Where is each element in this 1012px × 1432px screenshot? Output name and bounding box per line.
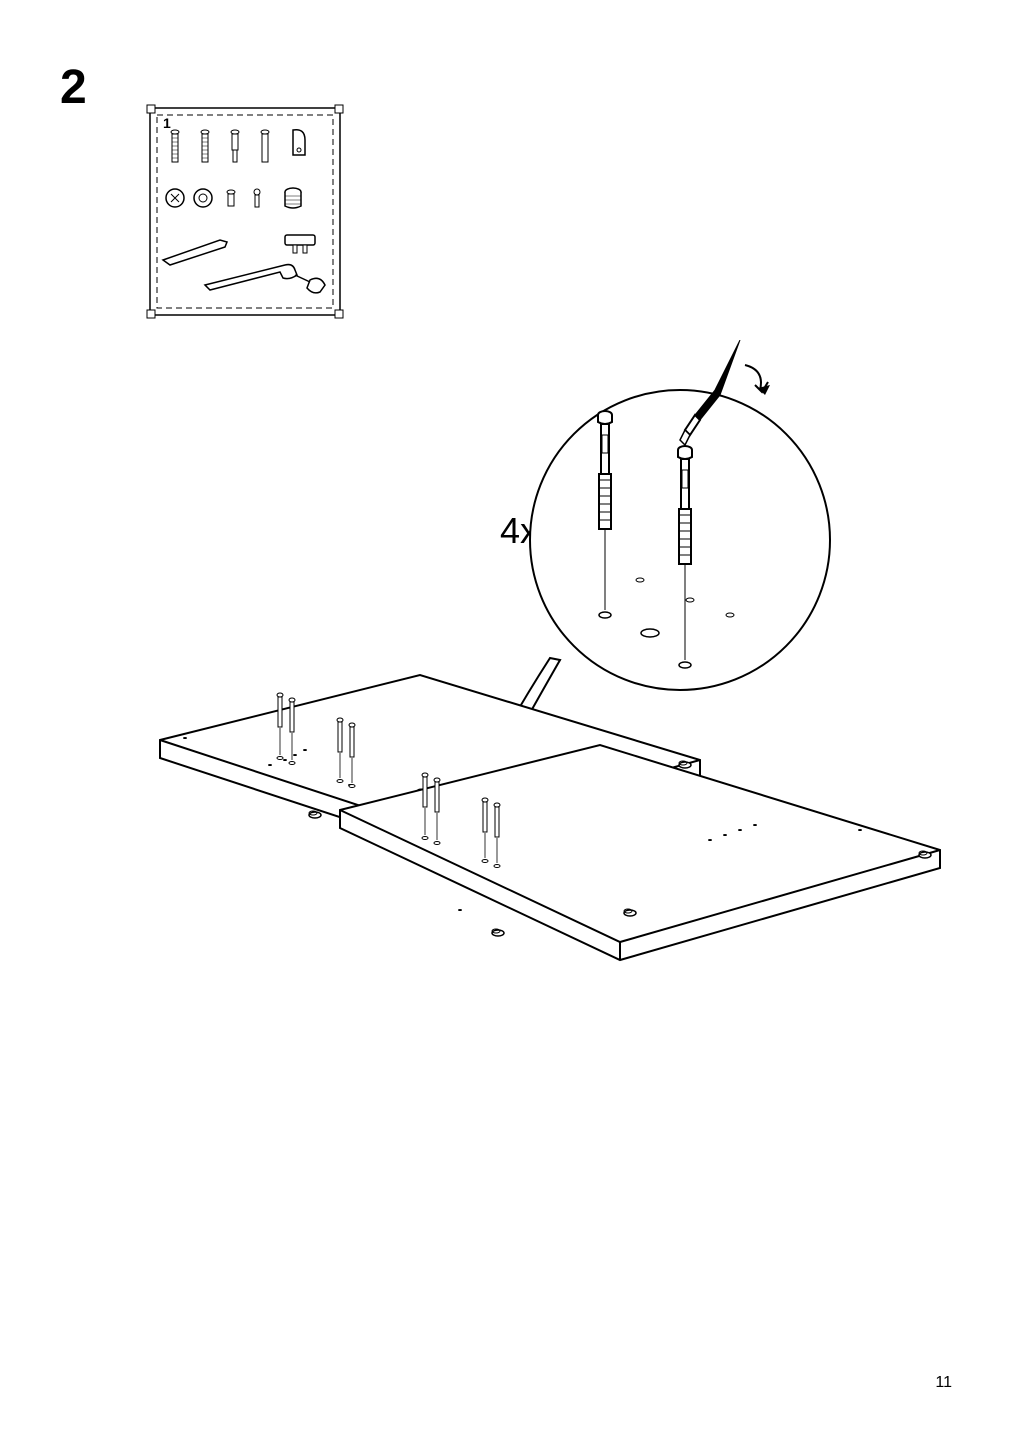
assembly-page: 2 1 xyxy=(0,0,1012,1432)
page-number: 11 xyxy=(935,1374,952,1392)
assembly-diagram xyxy=(140,340,960,980)
hardware-reference-box: 1 xyxy=(145,100,345,320)
box-label: 1 xyxy=(163,115,171,131)
step-number: 2 xyxy=(60,60,87,115)
